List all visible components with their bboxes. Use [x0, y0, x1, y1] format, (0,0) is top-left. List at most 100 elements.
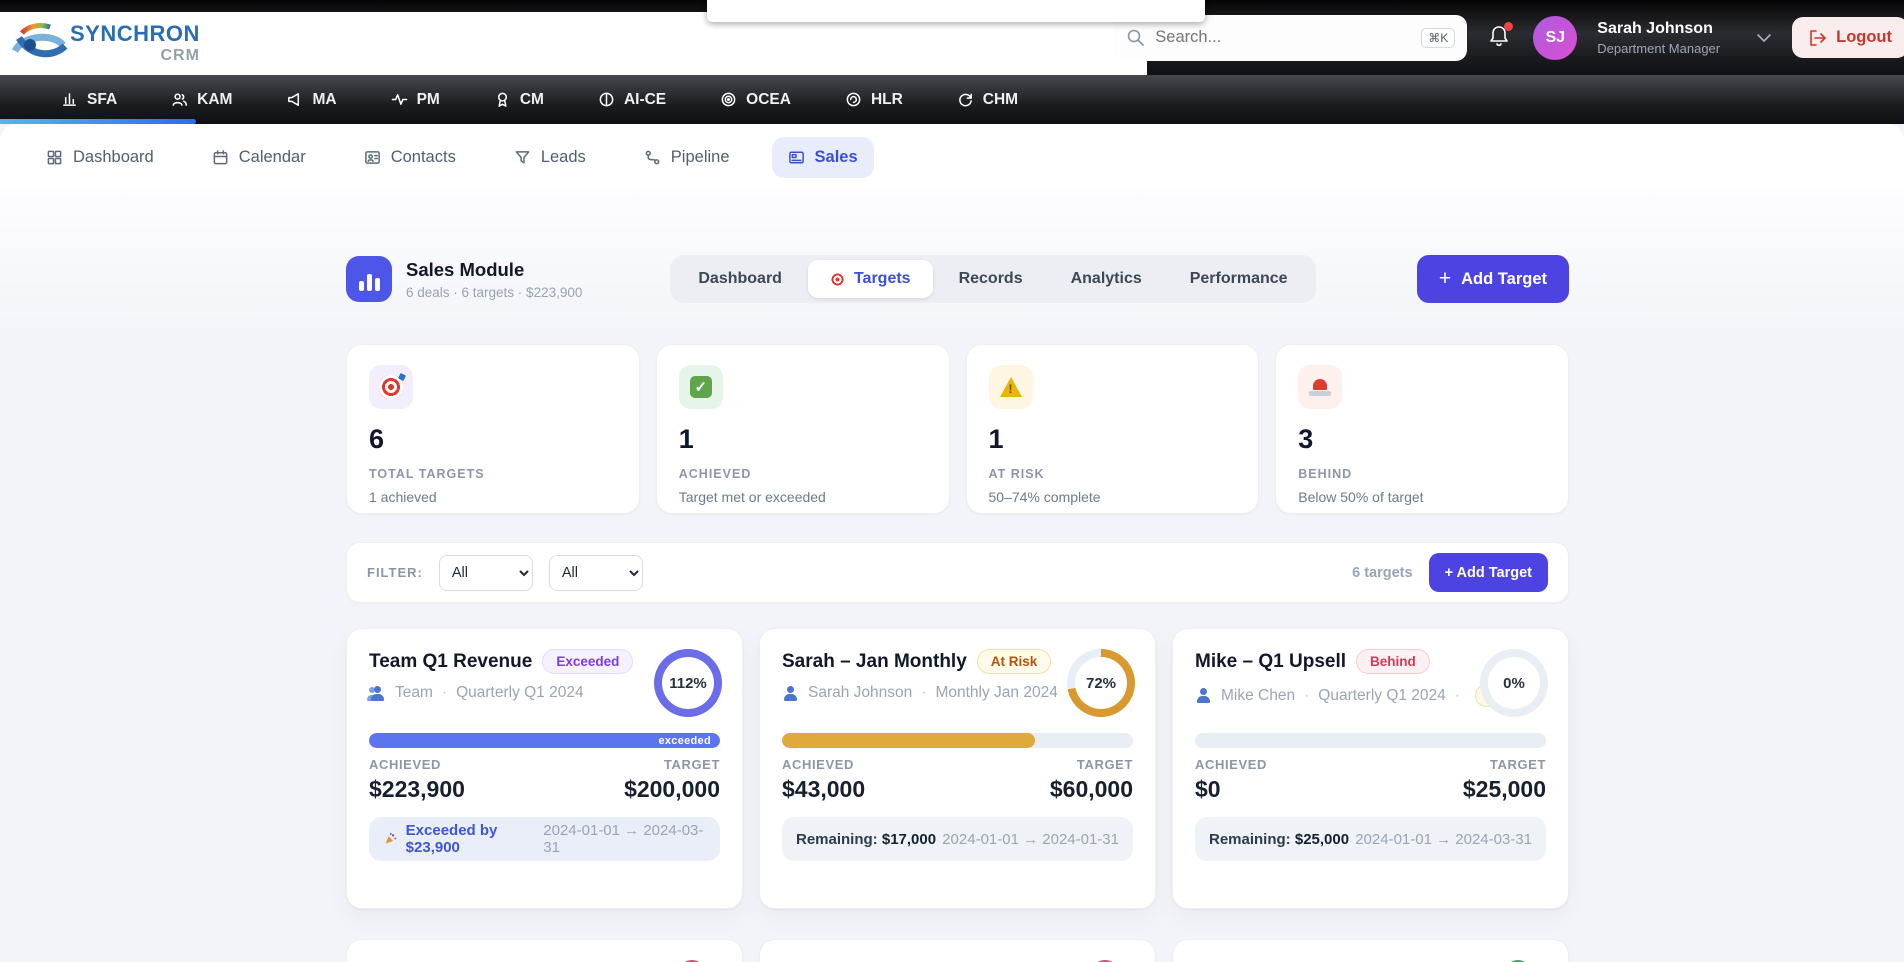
module-tab-ai-ce[interactable]: AI-CE	[571, 75, 693, 124]
search-input[interactable]: ⌘K	[1114, 14, 1468, 61]
tab-records[interactable]: Records	[958, 270, 1023, 287]
target-card-partial[interactable]	[1172, 939, 1569, 962]
person-icon	[782, 685, 799, 701]
module-tab-pm[interactable]: PM	[364, 75, 467, 124]
tab-performance[interactable]: Performance	[1189, 270, 1288, 287]
stat-total-targets: 6 TOTAL TARGETS 1 achieved	[346, 344, 640, 514]
stat-label: ACHIEVED	[678, 467, 752, 481]
tab-targets[interactable]: Targets	[807, 260, 933, 298]
filter-type-select[interactable]: All	[438, 554, 533, 591]
sales-module-icon	[346, 256, 392, 302]
content-area: Sales Module 6 deals · 6 targets · $223,…	[0, 190, 1904, 962]
module-tab-sfa[interactable]: SFA	[34, 75, 144, 124]
target-card-sarah-jan-monthly[interactable]: Sarah – Jan Monthly At Risk Sarah Johnso…	[759, 628, 1156, 909]
warning-emoji-icon: !	[988, 365, 1033, 409]
remaining-label: Remaining:	[796, 830, 878, 848]
stat-at-risk: ! 1 AT RISK 50–74% complete	[965, 344, 1260, 514]
stat-value: 1	[678, 424, 694, 454]
module-tab-ma[interactable]: MA	[259, 75, 363, 124]
subnav-leads[interactable]: Leads	[498, 137, 602, 178]
target-owner: Mike Chen	[1221, 686, 1296, 704]
stats-row: 6 TOTAL TARGETS 1 achieved ✓ 1 ACHIEVED …	[346, 344, 1569, 514]
targets-grid-row-2-partial	[346, 939, 1569, 962]
achieved-value: $43,000	[782, 776, 866, 802]
sub-nav: Dashboard Calendar Contacts Leads Pipeli…	[0, 124, 1904, 190]
logout-button[interactable]: Logout	[1792, 17, 1904, 58]
notification-dot	[1504, 21, 1514, 31]
target-name: Team Q1 Revenue	[369, 650, 533, 672]
stat-value: 1	[988, 424, 1004, 454]
subnav-dashboard[interactable]: Dashboard	[30, 137, 170, 178]
search-icon	[1127, 29, 1145, 46]
search-field[interactable]	[1155, 28, 1412, 47]
module-tab-chm[interactable]: CHM	[930, 75, 1045, 124]
target-meta: Team · Quarterly Q1 2024	[367, 684, 720, 702]
progress-ring: 72%	[1067, 649, 1135, 717]
spiral-icon	[846, 92, 861, 107]
page-title: Sales Module	[406, 258, 525, 280]
target-card-partial[interactable]	[759, 939, 1156, 962]
add-target-button[interactable]: + Add Target	[1416, 255, 1569, 303]
tab-analytics[interactable]: Analytics	[1070, 270, 1142, 287]
progress-bar	[782, 733, 1133, 748]
target-owner: Team	[395, 684, 433, 701]
activity-pulse-icon	[391, 94, 407, 105]
calendar-icon	[213, 149, 228, 164]
avatar[interactable]: SJ	[1533, 15, 1578, 60]
subnav-sales[interactable]: Sales	[771, 136, 874, 178]
target-period: Monthly Jan 2024	[935, 684, 1058, 701]
subnav-contacts[interactable]: Contacts	[348, 137, 472, 178]
check-emoji-icon: ✓	[678, 365, 723, 409]
grid-icon	[47, 150, 62, 164]
sales-module-header: Sales Module 6 deals · 6 targets · $223,…	[346, 190, 1569, 303]
sales-card-icon	[788, 151, 804, 163]
subnav-pipeline[interactable]: Pipeline	[628, 137, 746, 178]
filter-label: FILTER:	[367, 565, 423, 580]
browser-overlay-remnant	[707, 0, 1205, 22]
app-header: SYNCHRON CRM ⌘K SJ Sar	[0, 0, 1904, 75]
stat-value: 6	[369, 424, 385, 454]
tab-dashboard[interactable]: Dashboard	[698, 270, 782, 287]
chevron-down-icon[interactable]	[1756, 33, 1772, 43]
logout-icon	[1810, 29, 1826, 46]
remaining-label: Remaining:	[1209, 830, 1291, 848]
notifications-button[interactable]	[1487, 21, 1514, 52]
target-card-partial[interactable]	[346, 939, 743, 962]
pipeline-branch-icon	[645, 150, 660, 164]
user-name: Sarah Johnson	[1597, 19, 1713, 37]
remaining-value: $25,000	[1294, 830, 1350, 848]
user-role: Department Manager	[1597, 40, 1721, 56]
active-tab-underline	[0, 119, 196, 124]
module-tab-kam[interactable]: KAM	[144, 75, 259, 124]
users-icon	[172, 93, 188, 106]
filter-status-select[interactable]: All	[548, 554, 643, 591]
team-icon	[367, 685, 386, 701]
subnav-calendar[interactable]: Calendar	[196, 137, 322, 178]
target-name: Sarah – Jan Monthly	[782, 650, 967, 672]
stat-description: Below 50% of target	[1298, 489, 1424, 505]
module-tab-ocea[interactable]: OCEA	[693, 75, 818, 124]
target-footer: Remaining: $25,000 2024-01-01 → 2024-03-…	[1195, 817, 1546, 861]
logout-label: Logout	[1836, 28, 1892, 46]
command-k-shortcut: ⌘K	[1421, 27, 1456, 48]
status-badge: Exceeded	[542, 649, 634, 674]
module-tab-hlr[interactable]: HLR	[818, 75, 930, 124]
plus-icon: +	[1438, 267, 1452, 290]
stat-label: BEHIND	[1298, 467, 1353, 481]
logo-name: SYNCHRON	[70, 21, 200, 46]
stat-description: Target met or exceeded	[678, 489, 826, 505]
achieved-label: ACHIEVED	[782, 757, 854, 772]
target-card-mike-q1-upsell[interactable]: Mike – Q1 Upsell Behind Mike Chen · Quar…	[1172, 628, 1569, 909]
target-rings-icon	[721, 92, 736, 107]
stat-label: AT RISK	[988, 467, 1045, 481]
target-name: Mike – Q1 Upsell	[1195, 650, 1347, 672]
target-owner: Sarah Johnson	[808, 684, 913, 701]
stat-description: 1 achieved	[369, 489, 437, 505]
target-card-team-q1-revenue[interactable]: Team Q1 Revenue Exceeded Team · Quarterl…	[346, 628, 743, 909]
add-target-small-button[interactable]: + Add Target	[1428, 553, 1548, 592]
party-icon	[385, 833, 397, 844]
stat-label: TOTAL TARGETS	[369, 467, 485, 481]
sales-tabs: Dashboard Targets Records Analytics Perf…	[670, 255, 1316, 303]
module-tab-cm[interactable]: CM	[467, 75, 571, 124]
contact-card-icon	[364, 150, 380, 164]
